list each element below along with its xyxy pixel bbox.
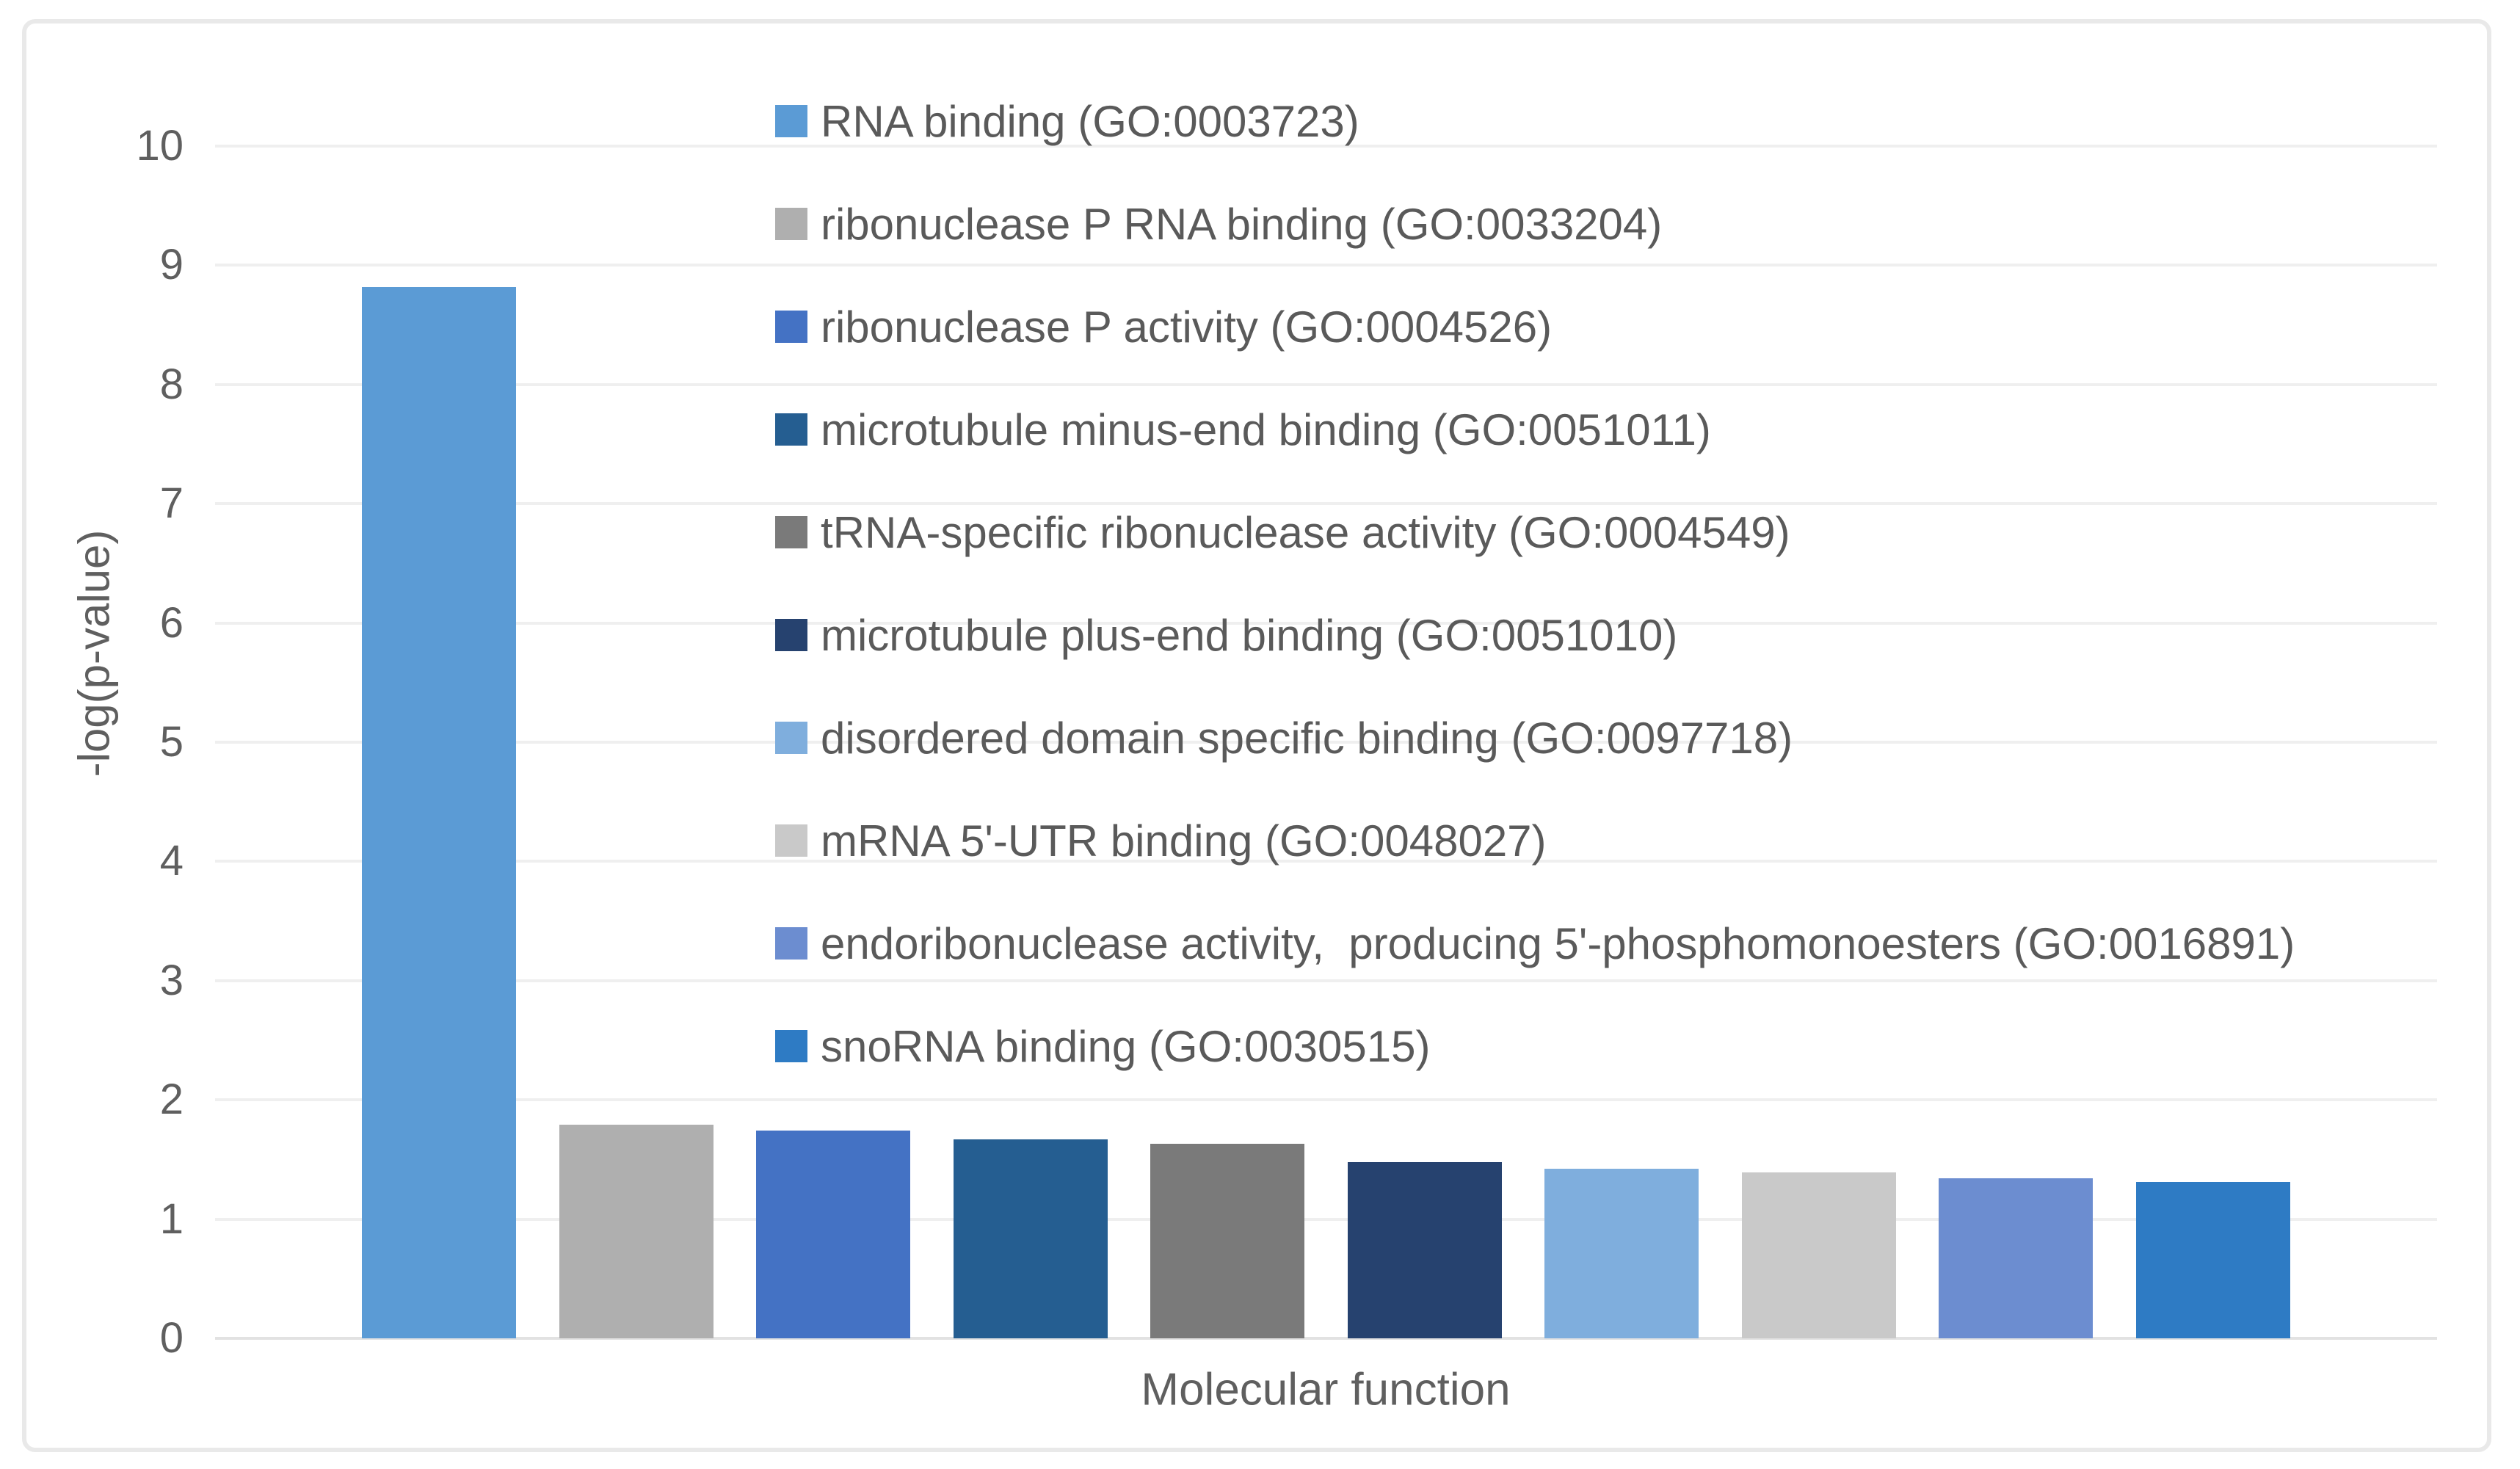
legend-item-label: RNA binding (GO:0003723) (821, 96, 1359, 146)
y-tick-label-9: 9 (159, 241, 184, 289)
gridline-3 (215, 979, 2437, 982)
bar-category-9 (1939, 1178, 2094, 1338)
bar-category-5 (1150, 1144, 1305, 1338)
legend-item-label: mRNA 5'-UTR binding (GO:0048027) (821, 816, 1547, 866)
legend-item: tRNA-specific ribonuclease activity (GO:… (775, 481, 2295, 584)
legend-item-label: endoribonuclease activity, producing 5'-… (821, 918, 2295, 968)
bar-category-2 (559, 1125, 713, 1338)
legend-item: microtubule plus-end binding (GO:0051010… (775, 584, 2295, 686)
gridline-1 (215, 1217, 2437, 1221)
legend-swatch-icon (775, 824, 807, 857)
legend-item-label: snoRNA binding (GO:0030515) (821, 1021, 1431, 1071)
legend-item-label: tRNA-specific ribonuclease activity (GO:… (821, 507, 1790, 557)
bar-category-1 (362, 287, 516, 1338)
legend-item: snoRNA binding (GO:0030515) (775, 995, 2295, 1098)
bar-category-3 (756, 1131, 911, 1338)
gridline-9 (215, 264, 2437, 267)
gridline-2 (215, 1098, 2437, 1102)
legend-swatch-icon (775, 1030, 807, 1062)
legend-item: ribonuclease P RNA binding (GO:0033204) (775, 173, 2295, 275)
bar-category-4 (953, 1139, 1108, 1338)
gridline-5 (215, 741, 2437, 744)
legend: RNA binding (GO:0003723) ribonuclease P R… (775, 70, 2295, 1098)
bar-category-7 (1544, 1169, 1699, 1338)
gridline-4 (215, 860, 2437, 863)
legend-item: mRNA 5'-UTR binding (GO:0048027) (775, 789, 2295, 892)
legend-item-label: ribonuclease P activity (GO:0004526) (821, 302, 1553, 352)
y-tick-label-5: 5 (159, 718, 184, 766)
legend-swatch-icon (775, 413, 807, 446)
y-tick-label-7: 7 (159, 479, 184, 528)
legend-swatch-icon (775, 722, 807, 754)
gridline-8 (215, 382, 2437, 386)
legend-swatch-icon (775, 311, 807, 343)
y-tick-label-0: 0 (159, 1314, 184, 1362)
x-axis-title: Molecular function (1141, 1364, 1511, 1415)
legend-item-label: ribonuclease P RNA binding (GO:0033204) (821, 199, 1663, 249)
y-tick-label-2: 2 (159, 1076, 184, 1124)
y-tick-label-1: 1 (159, 1194, 184, 1243)
legend-item: RNA binding (GO:0003723) (775, 70, 2295, 173)
gridline-7 (215, 502, 2437, 506)
bar-category-8 (1741, 1172, 1896, 1338)
legend-swatch-icon (775, 619, 807, 651)
gridline-10 (215, 145, 2437, 148)
gridline-6 (215, 621, 2437, 625)
y-tick-label-6: 6 (159, 598, 184, 647)
gridline-0 (215, 1337, 2437, 1340)
legend-swatch-icon (775, 105, 807, 137)
legend-swatch-icon (775, 516, 807, 548)
legend-swatch-icon (775, 927, 807, 960)
y-tick-label-8: 8 (159, 360, 184, 408)
legend-item: microtubule minus-end binding (GO:005101… (775, 378, 2295, 481)
legend-item-label: disordered domain specific binding (GO:0… (821, 713, 1793, 763)
y-tick-label-4: 4 (159, 837, 184, 885)
legend-swatch-icon (775, 208, 807, 240)
legend-item: ribonuclease P activity (GO:0004526) (775, 275, 2295, 378)
bars-row (215, 146, 2437, 1338)
legend-item-label: microtubule plus-end binding (GO:0051010… (821, 610, 1678, 660)
bar-category-6 (1347, 1162, 1502, 1338)
y-tick-label-10: 10 (136, 122, 184, 170)
plot-area (215, 145, 2437, 1340)
legend-item-label: microtubule minus-end binding (GO:005101… (821, 405, 1711, 454)
bar-category-10 (2135, 1182, 2290, 1338)
y-tick-label-3: 3 (159, 956, 184, 1004)
legend-item: endoribonuclease activity, producing 5'-… (775, 892, 2295, 995)
legend-item: disordered domain specific binding (GO:0… (775, 686, 2295, 789)
